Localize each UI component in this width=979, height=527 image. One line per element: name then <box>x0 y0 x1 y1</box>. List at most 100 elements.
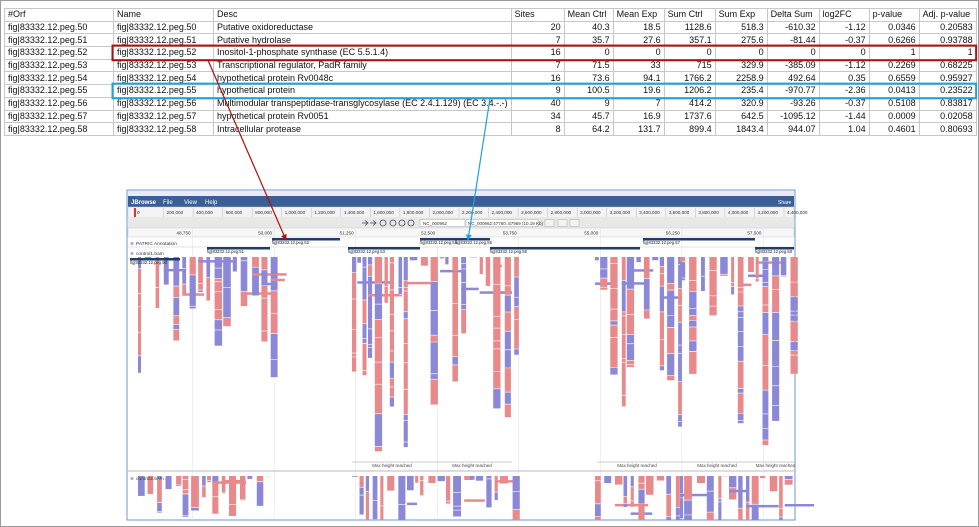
table-cell: 1.04 <box>818 122 870 136</box>
table-cell: hypothetical protein Rv0048c <box>213 71 512 86</box>
table-cell: Intracellular protease <box>213 122 512 136</box>
table-cell: 0.5108 <box>868 96 920 111</box>
table-cell: 131.7 <box>612 122 665 136</box>
table-cell: fig|83332.12.peg.57 <box>4 109 114 124</box>
table-row: fig|83332.12.peg.52 fig|83332.12.peg.52 In… <box>4 46 977 60</box>
table-cell: 40.3 <box>563 20 614 35</box>
table-cell: 0 <box>818 46 870 60</box>
table-cell: 18.5 <box>612 20 665 35</box>
table-cell: hypothetical protein <box>213 84 512 98</box>
table-cell: 16 <box>510 71 565 86</box>
table-cell: 1737.6 <box>663 109 716 124</box>
table-row: fig|83332.12.peg.57 fig|83332.12.peg.57 hy… <box>4 109 977 124</box>
table-cell: 1766.2 <box>663 71 716 86</box>
table-row: fig|83332.12.peg.54 fig|83332.12.peg.54 hy… <box>4 71 977 86</box>
column-header: Sum Ctrl <box>663 8 716 22</box>
table-cell: 0.0009 <box>868 109 920 124</box>
table-cell: fig|83332.12.peg.50 <box>4 20 114 35</box>
table-cell: 19.6 <box>612 84 665 98</box>
column-header: #Orf <box>4 8 114 22</box>
table-cell: fig|83332.12.peg.51 <box>4 33 114 48</box>
table-cell: 0.0346 <box>868 20 920 35</box>
table-cell: 899.4 <box>663 122 716 136</box>
table-cell: 27.6 <box>612 33 665 48</box>
table-cell: -0.37 <box>818 96 870 111</box>
table-cell: 492.64 <box>766 71 820 86</box>
table-cell: 0.23522 <box>918 84 977 98</box>
table-cell: 34 <box>510 109 565 124</box>
table-cell: Putative hydrolase <box>213 33 512 48</box>
table-cell: fig|83332.12.peg.57 <box>113 109 214 124</box>
column-header: Sites <box>510 8 565 22</box>
table-cell: hypothetical protein Rv0051 <box>213 109 512 124</box>
table-cell: fig|83332.12.peg.54 <box>4 71 114 86</box>
table-cell: 0 <box>714 46 768 60</box>
table-cell: fig|83332.12.peg.56 <box>4 96 114 111</box>
table-cell: -0.37 <box>818 33 870 48</box>
table-cell: 1 <box>918 46 977 60</box>
table-cell: 0.35 <box>818 71 870 86</box>
column-header: Desc <box>213 8 512 22</box>
table-cell: 1 <box>868 46 920 60</box>
table-cell: 0 <box>766 46 820 60</box>
table-cell: 329.9 <box>714 58 768 73</box>
table-cell: 0 <box>663 46 716 60</box>
table-cell: fig|83332.12.peg.56 <box>113 96 214 111</box>
table-row: fig|83332.12.peg.50 fig|83332.12.peg.50 Pu… <box>4 20 977 35</box>
table-cell: 0.68225 <box>918 58 977 73</box>
column-header: Delta Sum <box>766 8 820 22</box>
table-cell: 414.2 <box>663 96 716 111</box>
table-row: fig|83332.12.peg.51 fig|83332.12.peg.51 Pu… <box>4 33 977 48</box>
table-cell: fig|83332.12.peg.58 <box>113 122 214 136</box>
table-cell: fig|83332.12.peg.51 <box>113 33 214 48</box>
table-cell: 94.1 <box>612 71 665 86</box>
table-cell: 33 <box>612 58 665 73</box>
table-cell: 518.3 <box>714 20 768 35</box>
table-cell: 0.6266 <box>868 33 920 48</box>
table-body: #Orf Name Desc Sites Mean Ctrl Mean Exp Sum Ct… <box>4 8 977 136</box>
table-cell: Transcriptional regulator, PadR family <box>213 58 512 73</box>
table-cell: fig|83332.12.peg.50 <box>113 20 214 35</box>
table-cell: 9 <box>510 84 565 98</box>
table-cell: 1206.2 <box>663 84 716 98</box>
table-row: fig|83332.12.peg.56 fig|83332.12.peg.56 Mu… <box>4 96 977 111</box>
table-cell: fig|83332.12.peg.54 <box>113 71 214 86</box>
table-cell: 7 <box>612 96 665 111</box>
column-header: Mean Ctrl <box>563 8 614 22</box>
column-header: Name <box>113 8 214 22</box>
table-cell: 275.6 <box>714 33 768 48</box>
table-cell: 0.2269 <box>868 58 920 73</box>
column-header: Mean Exp <box>612 8 665 22</box>
table-cell: 2258.9 <box>714 71 768 86</box>
table-cell: 1843.4 <box>714 122 768 136</box>
table-cell: 0 <box>612 46 665 60</box>
table-cell: -610.32 <box>766 20 820 35</box>
table-cell: 64.2 <box>563 122 614 136</box>
table-cell: -2.36 <box>818 84 870 98</box>
table-cell: 0.83817 <box>918 96 977 111</box>
table-cell: 0.4601 <box>868 122 920 136</box>
table-cell: 71.5 <box>563 58 614 73</box>
table-cell: fig|83332.12.peg.58 <box>4 122 114 136</box>
table-cell: -1095.12 <box>766 109 820 124</box>
table-cell: 944.07 <box>766 122 820 136</box>
table-cell: fig|83332.12.peg.55 <box>4 84 114 98</box>
table-cell: 45.7 <box>563 109 614 124</box>
table-cell: 35.7 <box>563 33 614 48</box>
table-cell: 7 <box>510 33 565 48</box>
table-cell: 0.93788 <box>918 33 977 48</box>
table-row: fig|83332.12.peg.55 fig|83332.12.peg.55 hy… <box>4 84 977 98</box>
table-cell: fig|83332.12.peg.52 <box>4 46 114 60</box>
table-cell: fig|83332.12.peg.52 <box>113 46 214 60</box>
table-cell: -385.09 <box>766 58 820 73</box>
table-row: fig|83332.12.peg.53 fig|83332.12.peg.53 Tr… <box>4 58 977 73</box>
table-cell: 0.95927 <box>918 71 977 86</box>
table-cell: Putative oxidoreductase <box>213 20 512 35</box>
table-row: fig|83332.12.peg.58 fig|83332.12.peg.58 In… <box>4 122 977 136</box>
table-cell: fig|83332.12.peg.55 <box>113 84 214 98</box>
table-cell: 235.4 <box>714 84 768 98</box>
table-cell: 40 <box>510 96 565 111</box>
table-cell: -1.12 <box>818 20 870 35</box>
table-cell: Inositol-1-phosphate synthase (EC 5.5.1.… <box>213 46 512 60</box>
table-cell: 16.9 <box>612 109 665 124</box>
